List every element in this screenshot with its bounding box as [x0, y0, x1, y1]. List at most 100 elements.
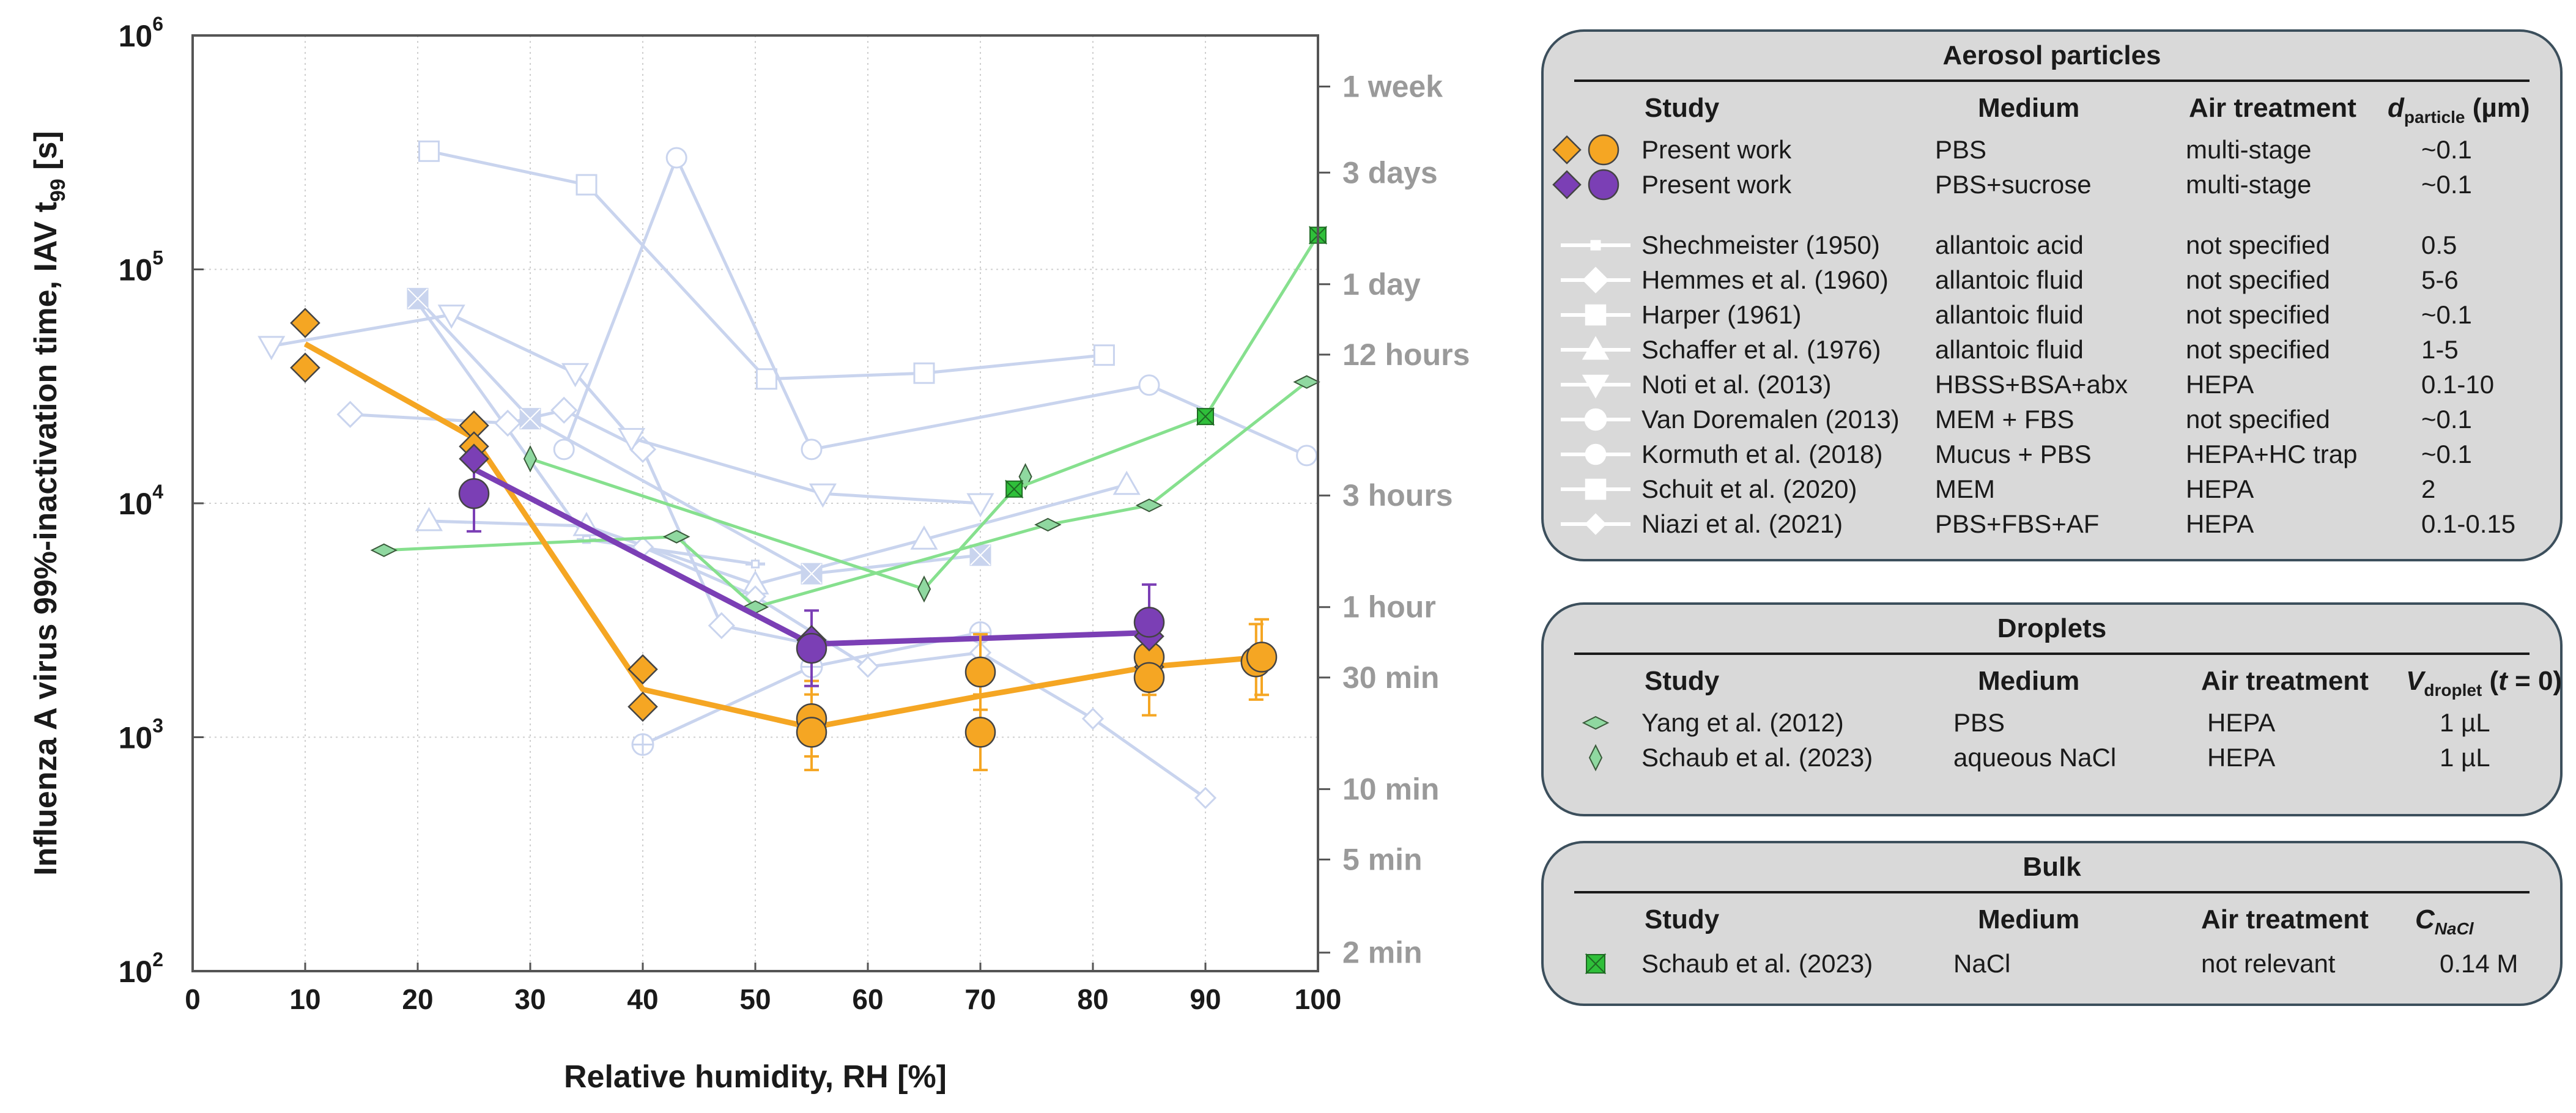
legend-symbol-icon	[1588, 744, 1603, 772]
legend-aerosol-row: Present work PBS+sucrose multi-stage ~0.1	[1544, 167, 2560, 202]
marker-shape	[796, 632, 827, 664]
legend-symbol-icon	[1585, 443, 1607, 465]
marker-shape	[576, 174, 598, 196]
marker-shape	[418, 140, 440, 162]
marker-cross	[407, 288, 428, 309]
legend-study: Van Doremalen (2013)	[1641, 405, 1900, 434]
marker-shape	[964, 656, 996, 688]
series-line	[416, 297, 981, 575]
series-yang-et-al-2012-	[370, 375, 1320, 614]
marker-shape	[750, 560, 760, 569]
legend-size: 1-5	[2421, 335, 2459, 364]
legend-marker-icon	[1561, 443, 1630, 465]
legend-marker-icon	[1552, 169, 1619, 201]
data-point	[576, 174, 598, 196]
legend-symbol-icon	[1583, 240, 1608, 251]
legend-study: Noti et al. (2013)	[1641, 370, 1832, 399]
data-point	[561, 363, 590, 388]
marker-shape	[665, 147, 687, 169]
marker-shape	[1034, 517, 1062, 532]
marker-shape	[336, 401, 364, 428]
data-point	[407, 287, 429, 309]
legend-rule	[1574, 80, 2530, 82]
data-point	[801, 563, 823, 585]
legend-aerosol-row: Schuit et al. (2020) MEM HEPA 2	[1544, 471, 2560, 507]
marker-shape	[964, 717, 996, 748]
legend-study: Present work	[1641, 135, 1792, 164]
marker-shape	[1582, 716, 1610, 730]
data-point	[550, 396, 578, 424]
data-point	[796, 717, 827, 748]
legend-study: Hemmes et al. (1960)	[1641, 265, 1889, 294]
data-point	[415, 506, 443, 531]
legend-marker-icon	[1561, 374, 1630, 399]
data-point	[1293, 375, 1320, 389]
data-point	[1296, 445, 1318, 467]
data-point	[665, 147, 687, 169]
legend-droplets: Droplets Study Medium Air treatment Vdro…	[1541, 602, 2563, 816]
right-tick-label: 3 hours	[1342, 478, 1453, 512]
marker-shape	[550, 396, 578, 424]
legend-header-concentration: CNaCl	[2415, 904, 2474, 938]
series-schaffer-et-al-1976-	[415, 470, 1141, 595]
right-tick-label: 1 hour	[1342, 590, 1436, 624]
legend-aerosol-row: Shechmeister (1950) allantoic acid not spe…	[1544, 227, 2560, 263]
legend-symbol-icon	[1584, 408, 1607, 431]
legend-symbol-icon	[1582, 336, 1610, 360]
marker-shape	[1582, 267, 1609, 294]
marker-shape	[1552, 135, 1582, 165]
chart: 0 10 20 30 40 50 60 70 80 90 100 102 103 104 105 106 1 w…	[28, 13, 1470, 1095]
legend-medium: MEM + FBS	[1935, 405, 2074, 434]
marker-shape	[1194, 786, 1217, 809]
legend-bulk-title: Bulk	[2023, 852, 2081, 882]
data-point	[618, 427, 646, 453]
y-tick-label: 106	[119, 13, 163, 53]
present-work-series	[290, 308, 1278, 772]
series-line-present-work-pbs	[303, 341, 1262, 731]
axes-text: 0 10 20 30 40 50 60 70 80 90 100 102 103 104 105 106 1 w…	[119, 13, 1470, 1015]
legend-aerosol-row: Van Doremalen (2013) MEM + FBS not specifi…	[1544, 402, 2560, 437]
marker-shape	[523, 445, 538, 473]
data-point	[1133, 607, 1165, 638]
marker-shape	[910, 525, 938, 550]
legend-medium: MEM	[1935, 475, 1995, 503]
legend-size: ~0.1	[2421, 300, 2472, 329]
marker-shape	[1585, 513, 1607, 535]
marker-cross	[801, 563, 822, 584]
data-point	[1194, 786, 1217, 809]
y-axis-label-sub: 99	[46, 179, 70, 202]
data-point	[519, 408, 541, 430]
legend-size: ~0.1	[2421, 170, 2472, 199]
legend-air-treatment: not specified	[2186, 335, 2330, 364]
legend-droplets-row: Schaub et al. (2023) aqueous NaCl HEPA 1 µL	[1544, 740, 2560, 775]
x-tick-label: 30	[514, 983, 546, 1015]
marker-shape	[627, 691, 658, 722]
legend-symbol-icon	[1585, 953, 1607, 975]
marker-shape	[1138, 374, 1160, 396]
right-tick-label: 10 min	[1342, 772, 1439, 806]
marker-shape	[494, 409, 522, 437]
marker-shape	[755, 368, 777, 390]
legend-header-volume: Vdroplet (t = 0)	[2406, 666, 2563, 700]
series-schuit-et-al-2020-	[407, 287, 991, 585]
marker-shape	[1590, 240, 1601, 251]
right-tick-label: 5 min	[1342, 843, 1423, 877]
legend-droplets-row: Yang et al. (2012) PBS HEPA 1 µL	[1544, 705, 2560, 741]
data-point	[257, 336, 286, 360]
marker-shape	[1588, 134, 1619, 166]
x-tick-label: 90	[1190, 983, 1221, 1015]
marker-shape	[1588, 169, 1619, 201]
legend-study: Schaub et al. (2023)	[1641, 949, 1873, 978]
series-niazi-et-al-2021-	[631, 536, 1217, 809]
right-tick-label: 12 hours	[1342, 338, 1470, 372]
marker-shape	[1582, 374, 1610, 399]
data-point	[964, 656, 996, 688]
marker-shape	[1552, 170, 1582, 199]
legend-medium: allantoic fluid	[1935, 300, 2084, 329]
marker-shape	[708, 612, 735, 640]
legend-rule	[1574, 891, 2530, 893]
legend-size: 1 µL	[2440, 708, 2490, 737]
legend-medium: Mucus + PBS	[1935, 440, 2092, 468]
x-axis-label: Relative humidity, RH [%]	[564, 1059, 947, 1095]
legend-air-treatment: not specified	[2186, 300, 2330, 329]
